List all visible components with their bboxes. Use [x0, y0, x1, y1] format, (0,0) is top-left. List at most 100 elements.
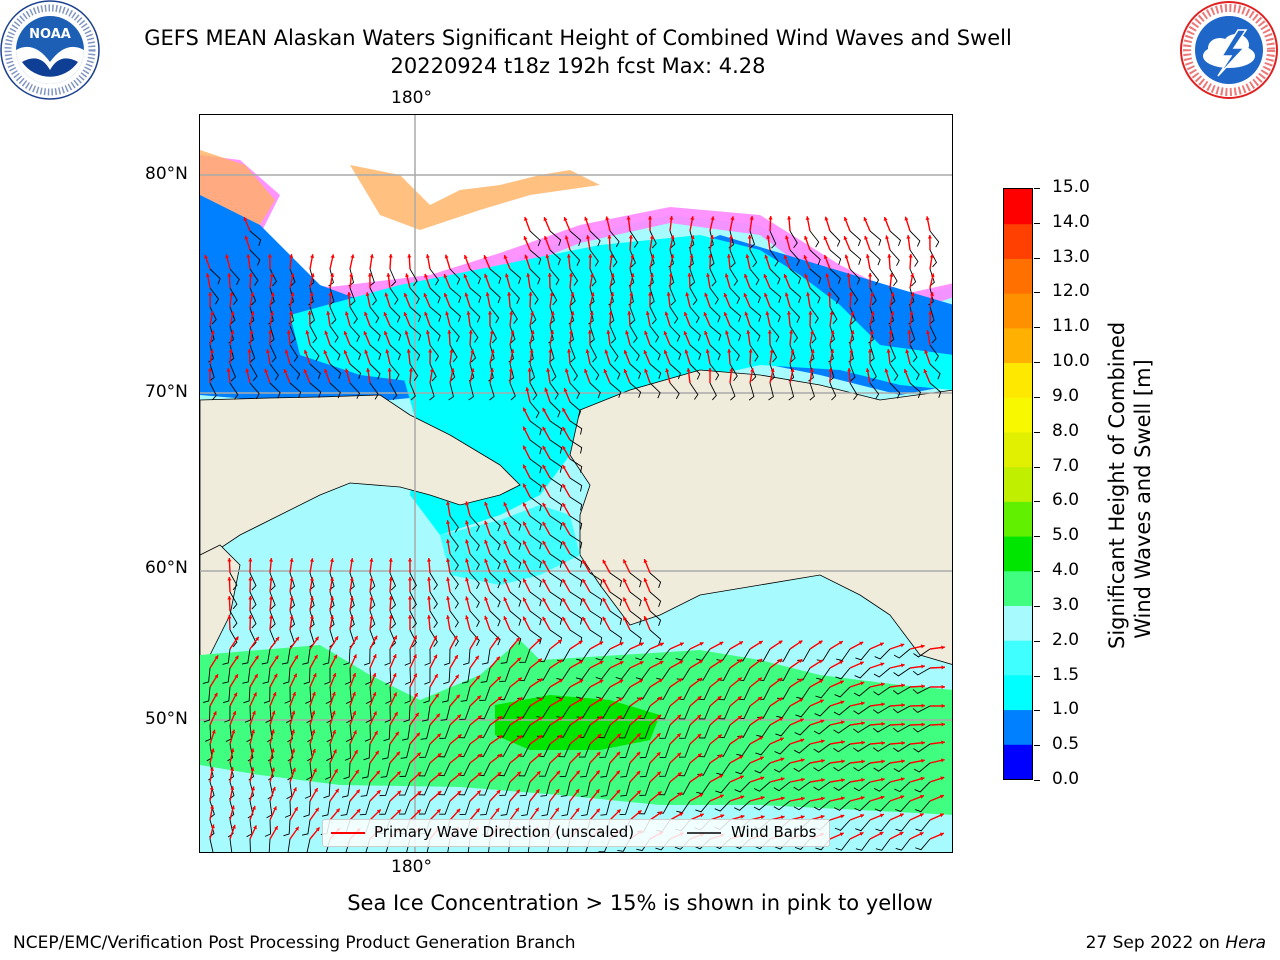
wind-barb	[769, 249, 779, 267]
colorbar-band	[1004, 189, 1032, 225]
wave-arrow-head	[457, 734, 462, 739]
wind-barb	[224, 705, 231, 723]
wave-arrow-head	[941, 740, 945, 745]
wind-barb	[912, 667, 931, 676]
wave-arrow-head	[522, 578, 527, 583]
wave-arrow-head	[489, 368, 495, 372]
wind-barb	[833, 762, 851, 772]
wind-barb	[324, 762, 332, 780]
wave-arrow-head	[209, 767, 215, 771]
colorbar-tick-mark	[1034, 501, 1040, 503]
wave-arrow-head	[683, 312, 688, 316]
wave-arrow-head	[841, 759, 845, 764]
host-name: Hera	[1225, 933, 1266, 953]
wave-arrow-head	[503, 502, 508, 507]
wave-arrow-head	[272, 806, 277, 811]
wind-barb	[227, 819, 234, 838]
wave-arrow-head	[549, 292, 554, 296]
wave-arrow-head	[879, 831, 884, 836]
wave-arrow-head	[517, 677, 522, 682]
wave-arrow-head	[437, 772, 442, 777]
wind-barb	[561, 800, 571, 817]
wave-arrow-head	[522, 616, 527, 621]
wind-barb	[649, 325, 660, 343]
wind-barb	[549, 515, 563, 530]
wind-barb	[595, 667, 611, 680]
wind-barb	[509, 553, 522, 569]
wave-arrow-head	[669, 216, 674, 220]
wind-barb	[289, 382, 302, 398]
wave-arrow-head	[562, 502, 567, 507]
wave-arrow-head	[247, 349, 252, 353]
wind-barb	[529, 401, 540, 419]
wind-barb	[698, 705, 711, 720]
colorbar-label: Significant Height of Combined Wind Wave…	[1104, 322, 1156, 649]
wind-barb	[349, 325, 360, 342]
wind-barb	[469, 572, 480, 590]
wave-arrow-head	[353, 730, 357, 735]
wave-arrow-head	[630, 273, 635, 278]
wave-arrow-head	[527, 368, 532, 372]
wave-arrow-head	[890, 311, 895, 316]
wind-barb	[709, 363, 720, 381]
wind-barb	[384, 705, 391, 723]
wave-arrow-head	[901, 740, 905, 746]
wave-arrow-head	[254, 674, 258, 679]
wave-arrow-head	[760, 776, 765, 781]
wind-barb	[458, 781, 471, 796]
wave-arrow-head	[844, 254, 849, 259]
wind-barb	[269, 344, 277, 363]
wave-arrow-head	[250, 292, 255, 297]
wave-arrow-head	[582, 559, 587, 564]
wave-arrow-head	[550, 311, 555, 316]
wave-arrow-head	[584, 368, 588, 373]
wave-arrow-head	[455, 674, 459, 679]
wave-arrow-head	[463, 274, 468, 279]
wave-arrow-head	[525, 387, 530, 392]
wave-arrow-head	[518, 735, 523, 740]
wind-barb	[569, 439, 583, 454]
wind-barb	[715, 781, 731, 794]
wind-barb	[729, 344, 740, 361]
wave-arrow-head	[369, 596, 374, 600]
wind-barb	[814, 705, 831, 717]
wave-arrow-head	[477, 772, 482, 777]
wave-arrow-head	[343, 331, 348, 336]
wave-arrow-head	[350, 254, 355, 259]
wave-arrow-head	[656, 752, 661, 757]
wind-barb	[559, 762, 571, 778]
wind-barb	[541, 800, 551, 817]
wave-arrow-head	[623, 597, 627, 602]
wind-barb	[569, 477, 583, 492]
wave-arrow-head	[697, 714, 701, 719]
wind-barb	[380, 762, 391, 778]
wave-arrow-head	[407, 615, 413, 619]
wave-arrow-head	[941, 645, 945, 650]
wind-barb	[639, 724, 651, 739]
wind-barb	[429, 591, 438, 609]
wave-arrow-head	[838, 641, 843, 645]
wind-barb	[549, 249, 561, 266]
wind-barb	[249, 363, 258, 382]
wind-barb	[589, 382, 601, 399]
wind-barb	[509, 287, 520, 304]
wind-barb	[679, 743, 691, 758]
wave-arrow-head	[483, 255, 488, 260]
wind-barb	[529, 496, 542, 512]
wind-barb	[389, 629, 397, 648]
wind-barb	[369, 325, 381, 342]
wind-barb	[249, 287, 257, 306]
wind-barb	[749, 230, 755, 249]
wave-arrow-head	[436, 713, 440, 718]
colorbar-tick-mark	[1034, 431, 1040, 433]
wind-barb	[768, 382, 774, 401]
wind-barb	[629, 325, 638, 344]
wind-barb	[309, 325, 318, 344]
wind-barb	[569, 287, 576, 306]
wind-barb	[229, 306, 236, 325]
wind-barb	[618, 724, 631, 739]
wave-arrow-head	[522, 597, 527, 602]
wave-arrow-head	[291, 767, 296, 772]
wave-arrow-head	[289, 558, 294, 562]
wave-arrow-head	[760, 795, 765, 800]
